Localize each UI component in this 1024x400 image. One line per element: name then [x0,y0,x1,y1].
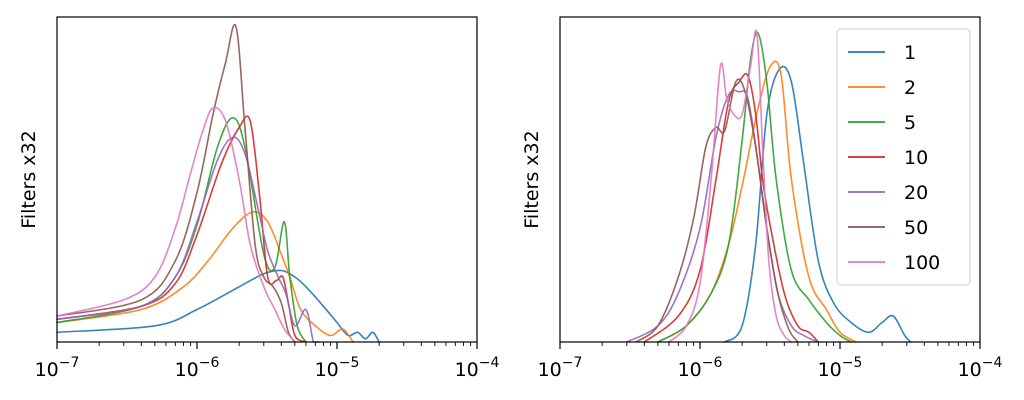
x-tick-label: 10−7 [35,355,80,381]
y-axis-label: Filters x32 [18,130,40,228]
series-line-100 [668,29,793,343]
plot-area [559,16,981,343]
legend-box [836,28,971,286]
legend-label-2: 2 [904,77,916,99]
series-line-20 [626,89,820,343]
y-axis-label: Filters x32 [521,130,543,228]
series-line-1 [723,65,912,343]
x-tick-label: 10−6 [175,355,220,381]
plot-area [56,16,478,343]
x-tick-label: 10−7 [538,355,583,381]
legend-label-10: 10 [904,147,928,169]
legend: 1 2 5 10 20 50 100 [836,28,971,286]
x-tick-label: 10−6 [678,355,723,381]
series-line-5 [657,31,852,343]
right-chart: 10−7 10−6 10−5 10−4 Filters x32 1 2 5 10 20 50 100 [521,16,1003,381]
series-line-20 [56,136,321,343]
series-line-10 [643,72,820,343]
x-tick-label: 10−5 [818,355,863,381]
series-line-1 [56,269,380,343]
legend-label-5: 5 [904,112,916,134]
x-tick-label: 10−4 [958,355,1003,381]
legend-label-20: 20 [904,182,928,204]
series-line-100 [56,106,296,343]
legend-label-1: 1 [904,42,916,64]
x-tick-label: 10−4 [455,355,500,381]
legend-label-100: 100 [904,252,940,274]
legend-label-50: 50 [904,217,928,239]
series-line-50 [635,78,799,343]
series-line-2 [657,60,857,343]
x-tick-label: 10−5 [315,355,360,381]
series-line-2 [56,211,354,343]
series-line-50 [56,23,296,343]
left-chart: 10−7 10−6 10−5 10−4 Filters x32 [18,16,500,381]
